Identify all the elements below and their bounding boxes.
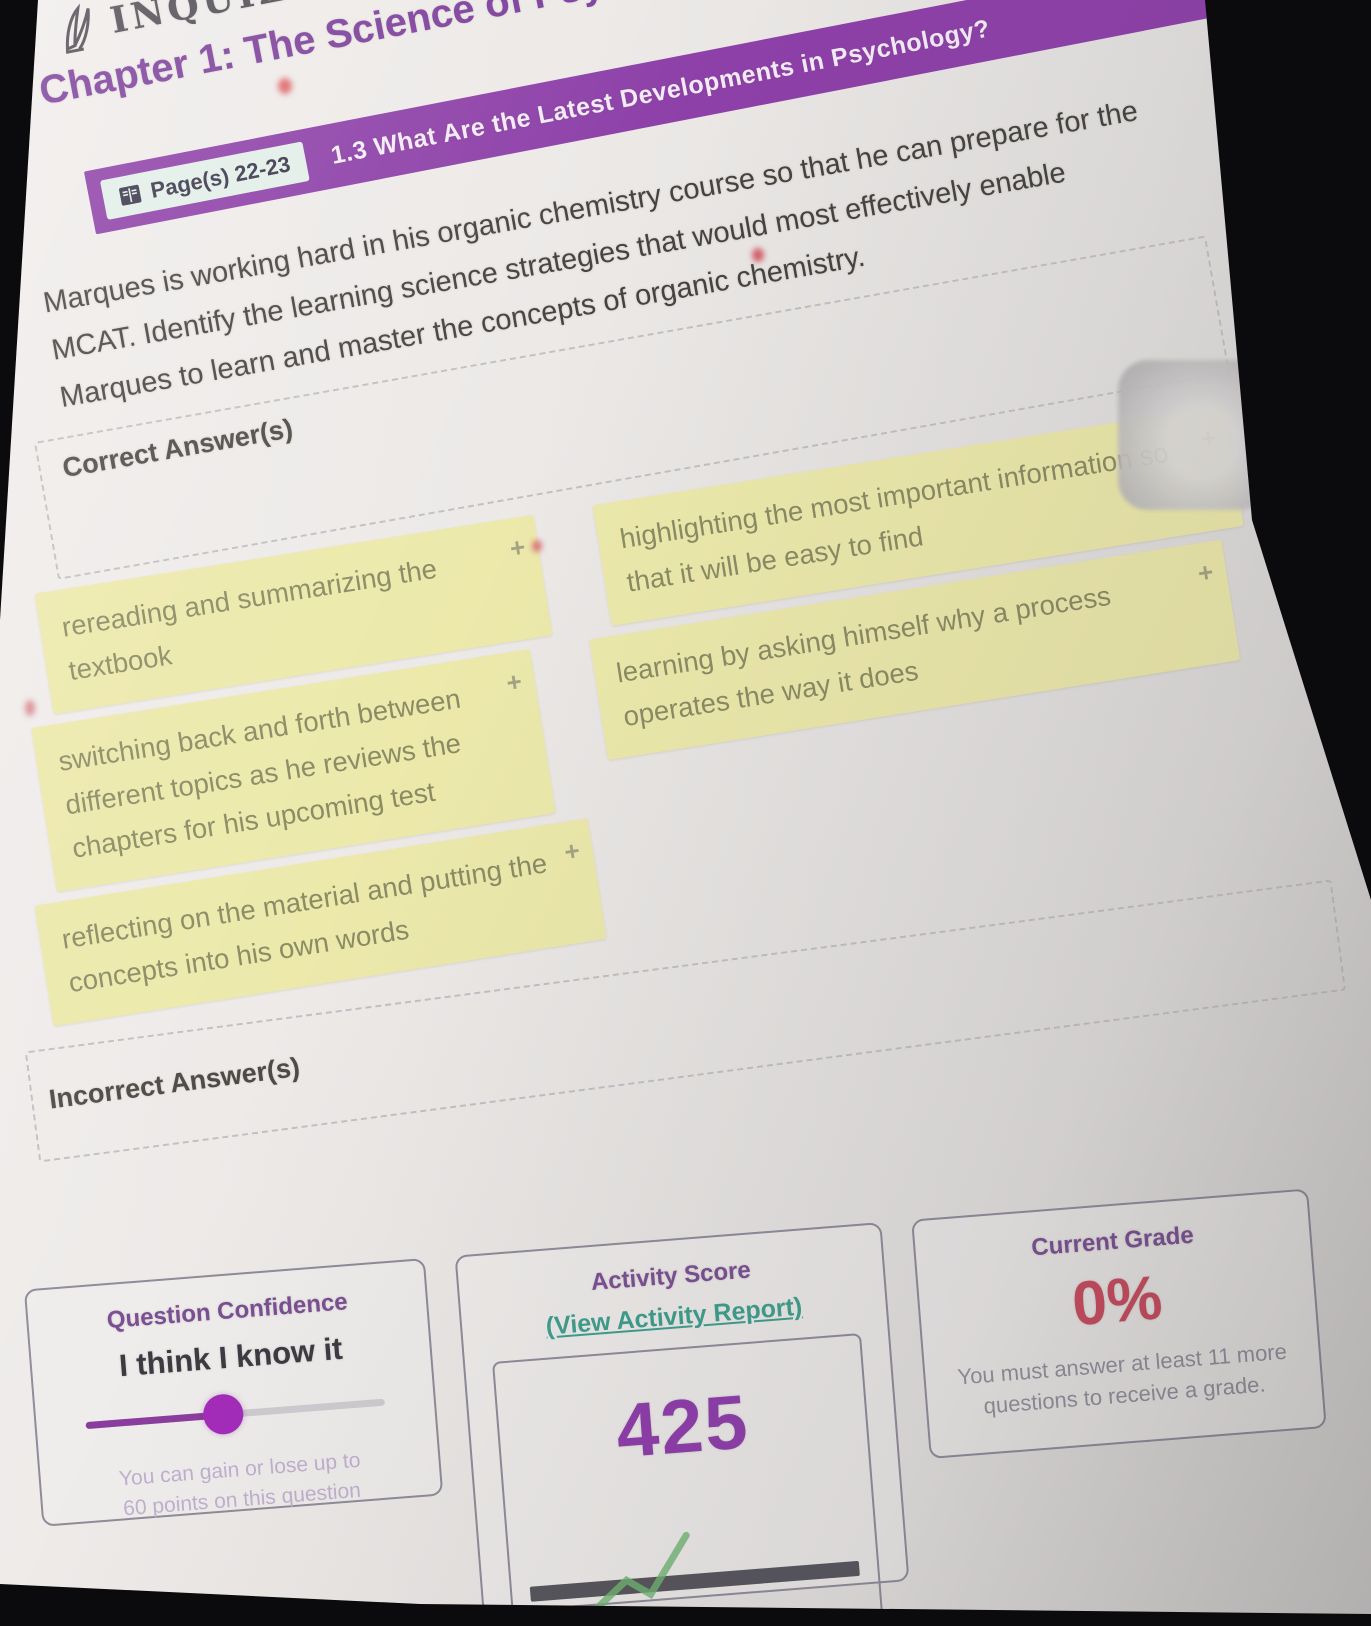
current-grade-panel: Current Grade 0% You must answer at leas… <box>911 1188 1327 1459</box>
quill-icon <box>65 3 90 54</box>
plus-icon[interactable]: + <box>562 834 582 868</box>
confidence-slider-knob[interactable] <box>201 1392 245 1436</box>
page-reference-badge[interactable]: Page(s) 22-23 <box>99 141 310 220</box>
score-trend-line <box>579 1531 690 1625</box>
answer-card-text: rereading and summarizing the textbook <box>59 552 439 687</box>
answer-card-text: switching back and forth between differe… <box>56 682 463 864</box>
view-activity-report-link[interactable]: (View Activity Report) <box>544 1292 804 1341</box>
section-banner: Page(s) 22-23 1.3 What Are the Latest De… <box>83 0 1371 235</box>
glare-dot <box>752 248 764 262</box>
activity-score-title: Activity Score <box>589 1256 752 1296</box>
plus-icon[interactable]: + <box>1195 556 1216 589</box>
book-icon <box>119 184 142 206</box>
screen-glare <box>1118 360 1270 510</box>
glare-dot <box>532 540 542 552</box>
confidence-slider[interactable] <box>84 1382 386 1445</box>
plus-icon[interactable]: + <box>507 531 528 564</box>
activity-score-box: 425 <box>492 1333 885 1626</box>
question-confidence-panel: Question Confidence I think I know it Yo… <box>23 1258 444 1527</box>
activity-score-value: 425 <box>613 1379 753 1475</box>
confidence-note: You can gain or lose up to 60 points on … <box>118 1448 362 1521</box>
page-badge-label: Page(s) 22-23 <box>148 151 293 203</box>
activity-score-panel: Activity Score (View Activity Report) 42… <box>454 1222 910 1626</box>
app-header: InQuizitive <box>51 0 1342 59</box>
glare-dot <box>278 78 292 94</box>
glare-dot <box>25 700 35 716</box>
plus-icon[interactable]: + <box>504 665 524 698</box>
